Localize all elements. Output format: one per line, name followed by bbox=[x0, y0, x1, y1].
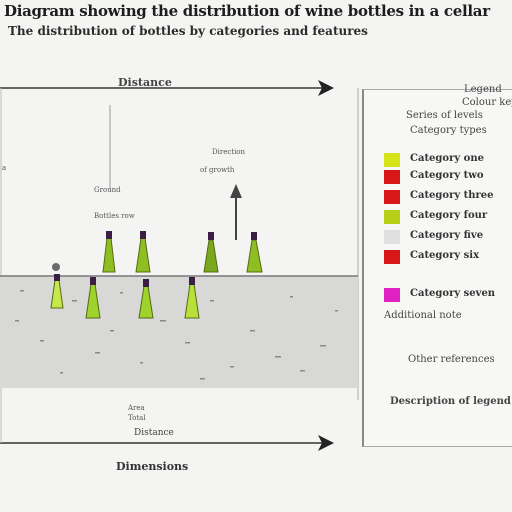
legend-label: Category one bbox=[410, 153, 484, 164]
legend-header-2: Colour key bbox=[462, 97, 512, 108]
left-marker: a bbox=[2, 164, 7, 172]
ground-texture bbox=[15, 290, 338, 380]
legend-extra-2: Other references bbox=[408, 354, 495, 365]
legend-swatch bbox=[384, 190, 400, 204]
legend-swatch bbox=[384, 170, 400, 184]
page-title: Diagram showing the distribution of wine… bbox=[4, 2, 490, 20]
bottles-back-row bbox=[52, 231, 263, 273]
legend-swatch bbox=[384, 230, 400, 244]
growth-arrow-icon bbox=[230, 184, 242, 198]
legend-label: Category four bbox=[410, 210, 488, 221]
arrow-sublabel: of growth bbox=[200, 166, 235, 174]
legend-label: Category five bbox=[410, 230, 484, 241]
legend-swatch bbox=[384, 210, 400, 224]
bottles-front-row bbox=[50, 274, 200, 319]
center-label: Area bbox=[128, 404, 145, 412]
legend-swatch bbox=[384, 250, 400, 264]
legend-label: Category seven bbox=[410, 288, 496, 299]
legend-footer: Description of legend bbox=[390, 396, 511, 407]
legend-swatch bbox=[384, 153, 400, 167]
left-label: Ground bbox=[94, 186, 121, 194]
bottom-axis-label: Distance bbox=[134, 428, 174, 438]
page-subtitle: The distribution of bottles by categorie… bbox=[8, 24, 368, 38]
legend-header-4: Category types bbox=[410, 125, 487, 136]
center-sublabel: Total bbox=[128, 414, 146, 422]
legend-panel: Legend Colour key Series of levels Categ… bbox=[362, 84, 512, 447]
legend-swatch bbox=[384, 288, 400, 302]
legend-header-3: Series of levels bbox=[406, 110, 483, 121]
bottom-axis-arrow-icon bbox=[318, 435, 334, 451]
arrow-label: Direction bbox=[212, 148, 246, 156]
legend-header-1: Legend bbox=[464, 84, 502, 95]
legend-label: Category two bbox=[410, 170, 484, 181]
left-sublabel: Bottles row bbox=[94, 212, 135, 220]
top-axis-arrow-icon bbox=[318, 80, 334, 96]
legend-label: Category six bbox=[410, 250, 480, 261]
legend-label: Category three bbox=[410, 190, 494, 201]
legend-extra-1: Additional note bbox=[384, 310, 462, 321]
top-axis-label: Distance bbox=[118, 76, 172, 89]
footer-label: Dimensions bbox=[116, 460, 189, 473]
